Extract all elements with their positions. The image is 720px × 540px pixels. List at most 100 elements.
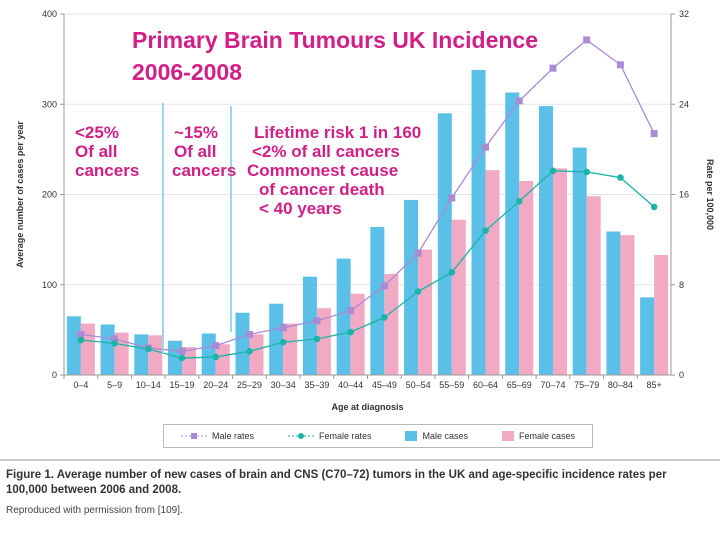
point-male-rate [583, 36, 591, 44]
bar-female-cases [148, 335, 163, 375]
figure-caption: Figure 1. Average number of new cases of… [6, 469, 667, 496]
point-male-rate [111, 335, 119, 343]
legend-label-female-cases: Female cases [518, 431, 576, 441]
rate-lines [77, 36, 658, 362]
x-tick-label: 0–4 [73, 380, 88, 390]
legend-swatch-male-rates [180, 433, 207, 439]
y-tick-label: 400 [42, 9, 57, 19]
point-female-rate [111, 340, 118, 347]
legend-label-female-rates: Female rates [318, 431, 372, 441]
bar-male-cases [66, 316, 81, 375]
point-female-rate [381, 314, 388, 321]
annotation-right-line: < 40 years [259, 199, 342, 218]
tick-labels: 0 100 200 300 400 0 8 16 24 32 0–4 5–9 10–14 15–19 20–… [42, 9, 689, 390]
bar-female-cases [418, 249, 433, 375]
bars [66, 69, 669, 376]
y2-tick-label: 0 [679, 370, 684, 380]
x-tick-label: 55–59 [439, 380, 464, 390]
y2-axis-title: Rate per 100,000 [705, 159, 715, 230]
y2-tick-label: 8 [679, 280, 684, 290]
point-male-rate [347, 307, 355, 315]
bar-male-cases [437, 113, 452, 376]
x-tick-label: 45–49 [372, 380, 397, 390]
point-female-rate [482, 227, 489, 234]
point-female-rate [313, 335, 321, 343]
bar-female-cases [620, 235, 635, 375]
x-tick-label: 70–74 [540, 380, 565, 390]
annotation-right-line: Commonest cause [247, 161, 398, 180]
legend-item-male-cases: Male cases [405, 431, 468, 441]
permission-note: Reproduced with permission from [109]. [6, 505, 183, 516]
x-tick-label: 40–44 [338, 380, 363, 390]
annotation-middle-line: Of all [174, 142, 217, 161]
caption-divider [0, 459, 720, 461]
x-tick-label: 10–14 [136, 380, 161, 390]
female-rates-line [80, 170, 655, 359]
y-tick-label: 0 [52, 370, 57, 380]
y-tick-label: 100 [42, 280, 57, 290]
bar-male-cases [336, 258, 351, 375]
point-female-rate [448, 269, 456, 276]
bar-female-cases [485, 170, 500, 375]
bar-female-cases [654, 254, 669, 375]
point-female-rate [77, 336, 85, 344]
axes [60, 13, 675, 379]
legend-swatch-female-rates [287, 433, 314, 439]
bar-female-cases [451, 219, 466, 375]
point-female-rate [246, 348, 253, 355]
point-male-rate [515, 97, 523, 105]
point-male-rate [279, 324, 287, 332]
point-male-rate [380, 282, 388, 290]
point-female-rate [347, 328, 354, 336]
annotation-middle-line: cancers [172, 161, 236, 180]
point-male-rate [616, 61, 624, 69]
bar-female-cases [586, 196, 601, 375]
y-axis-title: Average number of cases per year [15, 121, 25, 268]
annotation-right-line: <2% of all cancers [252, 142, 400, 161]
legend-swatch-male-cases [405, 431, 418, 441]
x-tick-label: 30–34 [271, 380, 296, 390]
bar-male-cases [302, 276, 317, 375]
legend-item-male-rates: Male rates [180, 431, 254, 441]
bar-male-cases [235, 312, 250, 375]
legend-item-female-rates: Female rates [287, 431, 372, 441]
bar-male-cases [640, 297, 655, 375]
point-male-rate [414, 249, 422, 257]
point-male-rate [448, 194, 456, 202]
legend-label-male-cases: Male cases [422, 431, 469, 441]
bar-male-cases [471, 69, 486, 375]
bar-male-cases [100, 324, 115, 375]
point-female-rate [617, 174, 624, 181]
chart-titles: Age at diagnosis Average number of cases … [15, 27, 715, 412]
y2-tick-label: 16 [679, 190, 689, 200]
point-male-rate [212, 342, 220, 350]
point-male-rate [245, 330, 253, 338]
x-tick-label: 25–29 [237, 380, 262, 390]
bar-male-cases [201, 333, 216, 375]
bar-female-cases [249, 334, 264, 375]
y2-tick-label: 32 [679, 9, 689, 19]
y-tick-label: 300 [42, 99, 57, 109]
bar-female-cases [215, 344, 230, 375]
point-male-rate [549, 64, 557, 72]
annotation-left-line: cancers [75, 161, 139, 180]
point-male-rate [77, 330, 85, 338]
annotation-left-line: <25% [75, 123, 119, 142]
x-tick-label: 75–79 [574, 380, 599, 390]
bar-male-cases [269, 303, 284, 375]
legend-item-female-cases: Female cases [501, 431, 576, 441]
bar-female-cases [316, 308, 331, 375]
x-tick-label: 35–39 [304, 380, 329, 390]
bar-male-cases [606, 231, 621, 375]
bar-male-cases [505, 92, 520, 375]
point-female-rate [650, 203, 658, 211]
x-tick-label: 65–69 [507, 380, 532, 390]
point-male-rate [650, 130, 658, 138]
x-tick-label: 15–19 [170, 380, 195, 390]
point-female-rate [212, 353, 220, 361]
point-female-rate [145, 345, 152, 353]
chart-subtitle: 2006-2008 [132, 59, 242, 85]
point-female-rate [414, 288, 422, 295]
y-tick-label: 200 [42, 190, 57, 200]
